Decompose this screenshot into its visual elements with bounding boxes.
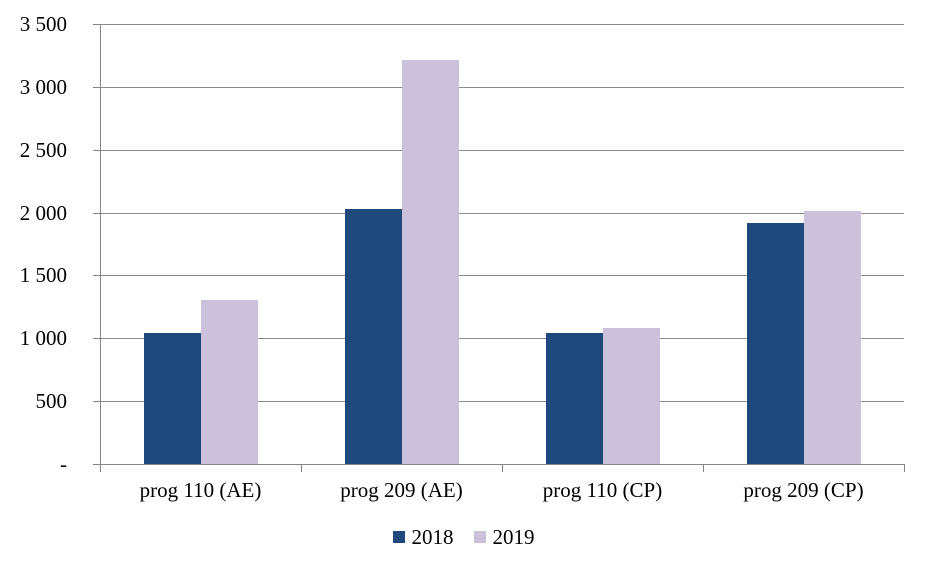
gridline <box>100 24 904 25</box>
x-axis-line <box>93 464 904 465</box>
gridline <box>100 149 904 151</box>
bar-2019-prog-110-cp <box>602 328 660 464</box>
x-axis-label-prog-209-ae: prog 209 (AE) <box>340 478 463 502</box>
gridline <box>100 401 904 403</box>
y-axis-line <box>100 24 101 472</box>
y-axis-label: 3 000 <box>19 74 67 99</box>
legend: 2018 2019 <box>0 526 927 548</box>
x-axis-tick <box>703 464 704 472</box>
y-axis-tick <box>93 86 100 88</box>
legend-label-2018: 2018 <box>411 525 454 549</box>
y-axis-label: 3 500 <box>19 12 67 36</box>
gridline <box>100 275 904 277</box>
y-axis-label: 2 500 <box>19 137 67 162</box>
bar-2019-prog-110-ae <box>200 299 258 464</box>
y-axis-tick <box>93 275 100 277</box>
y-axis-label: 1 500 <box>19 263 67 288</box>
bar-2018-prog-209-ae <box>344 209 402 464</box>
y-axis-tick <box>93 24 100 25</box>
x-axis-tick <box>502 464 503 472</box>
legend-swatch-2019 <box>473 531 486 543</box>
gridline <box>100 338 904 340</box>
y-axis-tick <box>93 149 100 151</box>
legend-label-2019: 2019 <box>492 525 535 549</box>
gridline <box>100 86 904 88</box>
x-axis-label-prog-209-cp: prog 209 (CP) <box>743 478 864 502</box>
y-axis-tick <box>93 401 100 403</box>
legend-entry-2019: 2019 <box>473 525 535 549</box>
x-axis-tick <box>301 464 302 472</box>
y-axis-label: 2 000 <box>19 200 67 225</box>
y-axis-label: 1 000 <box>19 326 67 351</box>
legend-entry-2018: 2018 <box>392 525 454 549</box>
y-axis-tick <box>93 212 100 214</box>
bar-2019-prog-209-ae <box>401 60 459 464</box>
bar-2018-prog-110-ae <box>143 332 201 464</box>
bar-2019-prog-209-cp <box>803 210 861 464</box>
legend-swatch-2018 <box>392 531 405 543</box>
gridline <box>100 212 904 214</box>
x-axis-tick <box>904 464 905 472</box>
y-axis-tick <box>93 338 100 340</box>
bar-2018-prog-209-cp <box>746 222 804 464</box>
y-axis-label: - <box>60 452 67 476</box>
x-axis-label-prog-110-cp: prog 110 (CP) <box>542 478 663 502</box>
x-axis-label-prog-110-ae: prog 110 (AE) <box>139 478 262 502</box>
y-axis-label: 500 <box>35 389 68 414</box>
bar-2018-prog-110-cp <box>545 333 603 464</box>
